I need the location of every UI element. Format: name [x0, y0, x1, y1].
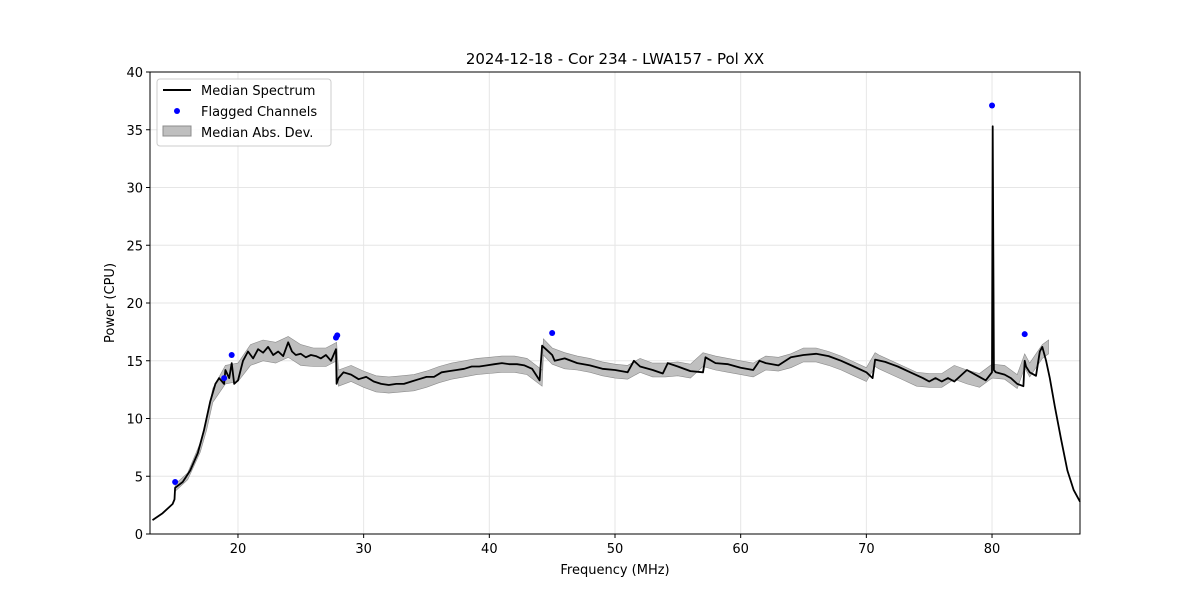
x-tick-label: 50 [607, 542, 624, 557]
flagged-channels-layer [172, 102, 1028, 486]
y-tick-label: 20 [126, 297, 143, 312]
x-tick-label: 30 [355, 542, 372, 557]
x-axis-label: Frequency (MHz) [560, 563, 669, 578]
flagged-channel-point [989, 102, 996, 109]
flagged-channel-point [221, 375, 228, 382]
x-tick-label: 70 [858, 542, 875, 557]
y-tick-label: 30 [126, 182, 143, 197]
legend-flagged-label: Flagged Channels [201, 105, 317, 120]
legend-median-label: Median Spectrum [201, 84, 315, 99]
chart-title: 2024-12-18 - Cor 234 - LWA157 - Pol XX [466, 50, 764, 68]
flagged-channel-point [334, 332, 341, 339]
y-tick-label: 10 [126, 413, 143, 428]
flagged-channel-point [228, 351, 235, 358]
x-axis-ticks: 20 30 40 50 60 70 80 [230, 534, 1001, 557]
y-axis-ticks: 0 5 10 15 20 25 30 35 40 [126, 66, 150, 543]
x-tick-label: 20 [230, 542, 247, 557]
legend-mad-patch-swatch [162, 125, 192, 137]
flagged-channel-point [172, 479, 179, 486]
y-tick-label: 35 [126, 124, 143, 139]
legend-box [156, 78, 332, 147]
y-tick-label: 40 [126, 66, 143, 81]
y-tick-label: 15 [126, 355, 143, 370]
median-spectrum-line [151, 125, 1081, 521]
median-spectrum-layer [151, 125, 1081, 521]
y-tick-label: 0 [135, 528, 143, 543]
legend-flagged-marker-swatch [174, 108, 180, 114]
x-tick-label: 60 [732, 542, 749, 557]
legend: Median Spectrum Flagged Channels Median … [156, 78, 332, 147]
y-tick-label: 25 [126, 239, 143, 254]
flagged-channel-point [549, 330, 556, 337]
y-tick-label: 5 [135, 470, 143, 485]
y-axis-label: Power (CPU) [103, 263, 118, 343]
x-tick-label: 80 [984, 542, 1001, 557]
mad-band [174, 336, 1049, 492]
legend-mad-label: Median Abs. Dev. [201, 126, 313, 141]
mad-band-layer [174, 336, 1049, 492]
x-tick-label: 40 [481, 542, 498, 557]
flagged-channel-point [1021, 331, 1028, 338]
